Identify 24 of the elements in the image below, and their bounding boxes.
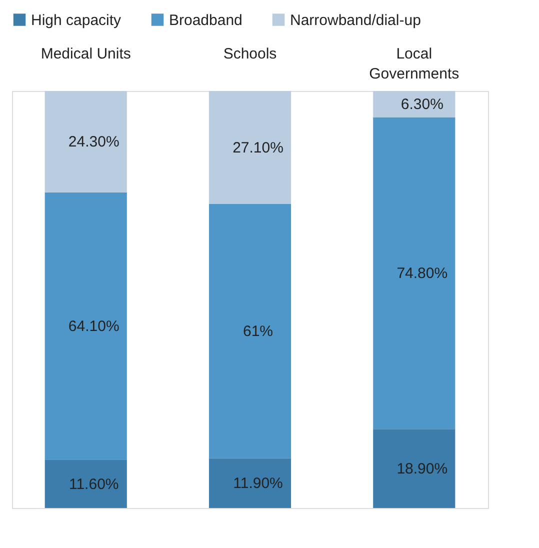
bar: [208, 91, 292, 204]
x-tick-label: Local Governments: [369, 46, 460, 82]
data-label: 74.80%: [396, 265, 448, 282]
data-label: 61%: [242, 323, 274, 340]
data-label: 18.90%: [396, 460, 448, 478]
legend-label: Narrowband/dial-up: [290, 12, 421, 29]
legend-label: Broadband: [169, 12, 242, 29]
x-tick-label: Medical Units: [40, 46, 131, 62]
bar: [373, 429, 456, 508]
data-label: 6.30%: [400, 96, 444, 114]
bar: [44, 192, 127, 460]
data-label: 27.10%: [232, 140, 284, 157]
data-label: 64.10%: [68, 318, 120, 335]
bar: [44, 460, 127, 508]
bar: [373, 117, 456, 430]
data-label: 11.60%: [68, 476, 119, 493]
bar: [44, 91, 127, 192]
bar: [208, 204, 292, 458]
bar: [373, 91, 456, 118]
data-label: 24.30%: [68, 134, 120, 151]
bar: [208, 458, 292, 508]
data-label: 11.90%: [233, 475, 283, 492]
x-tick-label: Schools: [223, 46, 277, 62]
legend-label: High capacity: [31, 12, 122, 29]
